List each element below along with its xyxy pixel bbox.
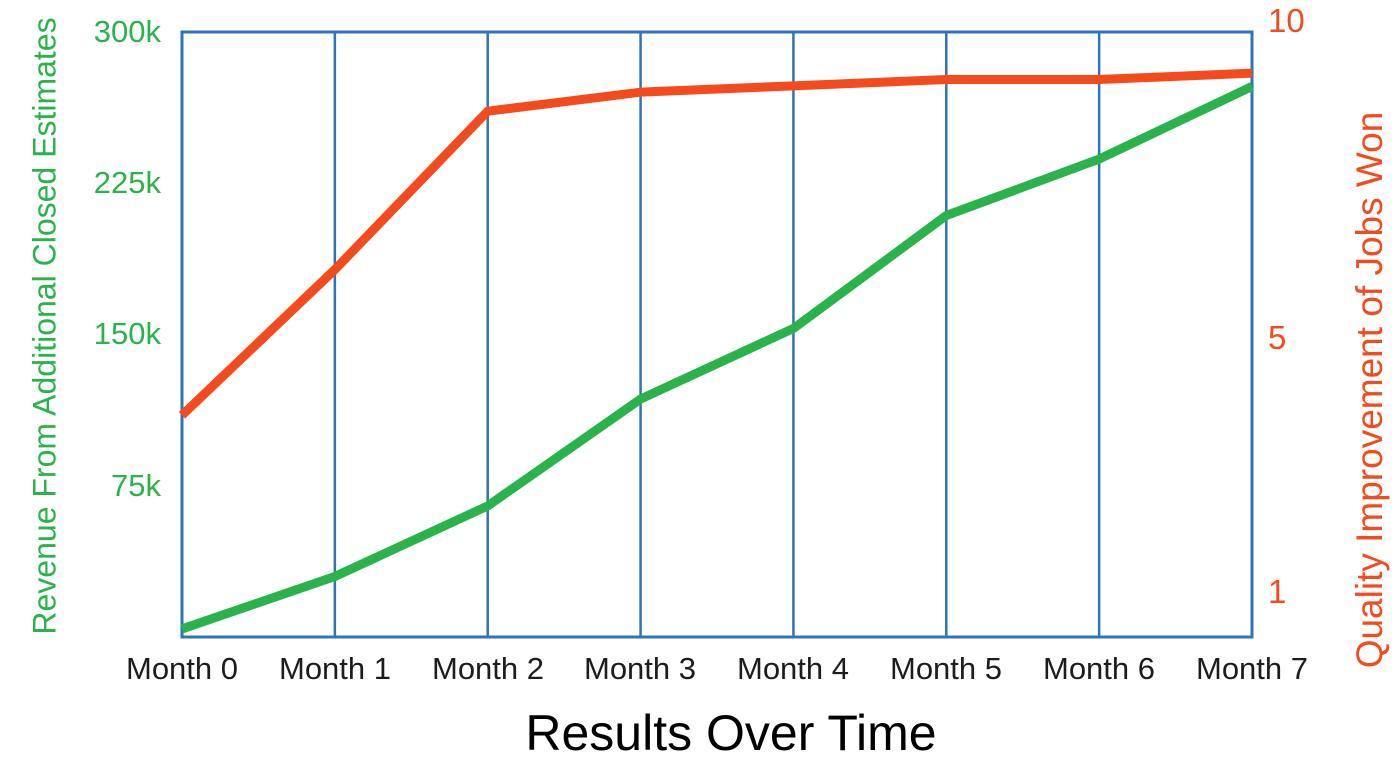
left-axis-tick-225k: 225k bbox=[93, 165, 161, 200]
left-axis-tick-150k: 150k bbox=[93, 316, 161, 351]
right-axis-tick-1: 1 bbox=[1268, 573, 1287, 610]
series-line-quality bbox=[178, 68, 1253, 419]
x-tick-month-6: Month 6 bbox=[1042, 651, 1156, 686]
x-tick-month-1: Month 1 bbox=[278, 651, 392, 686]
x-tick-month-7: Month 7 bbox=[1195, 651, 1309, 686]
left-axis-title: Revenue From Additional Closed Estimates bbox=[26, 17, 63, 635]
left-axis-tick-75k: 75k bbox=[111, 468, 161, 503]
x-tick-month-5: Month 5 bbox=[889, 651, 1003, 686]
x-tick-month-0: Month 0 bbox=[125, 651, 239, 686]
right-axis-tick-5: 5 bbox=[1268, 319, 1287, 356]
x-tick-month-4: Month 4 bbox=[736, 651, 850, 686]
left-axis-tick-300k: 300k bbox=[93, 14, 161, 49]
x-tick-month-3: Month 3 bbox=[583, 651, 697, 686]
plot-frame bbox=[180, 30, 1254, 639]
x-tick-month-2: Month 2 bbox=[431, 651, 545, 686]
series-line-revenue bbox=[180, 82, 1254, 634]
right-axis-tick-10: 10 bbox=[1268, 2, 1305, 39]
right-axis-title: Quality Improvement of Jobs Won bbox=[1349, 111, 1390, 669]
chart-title: Results Over Time bbox=[525, 705, 937, 761]
